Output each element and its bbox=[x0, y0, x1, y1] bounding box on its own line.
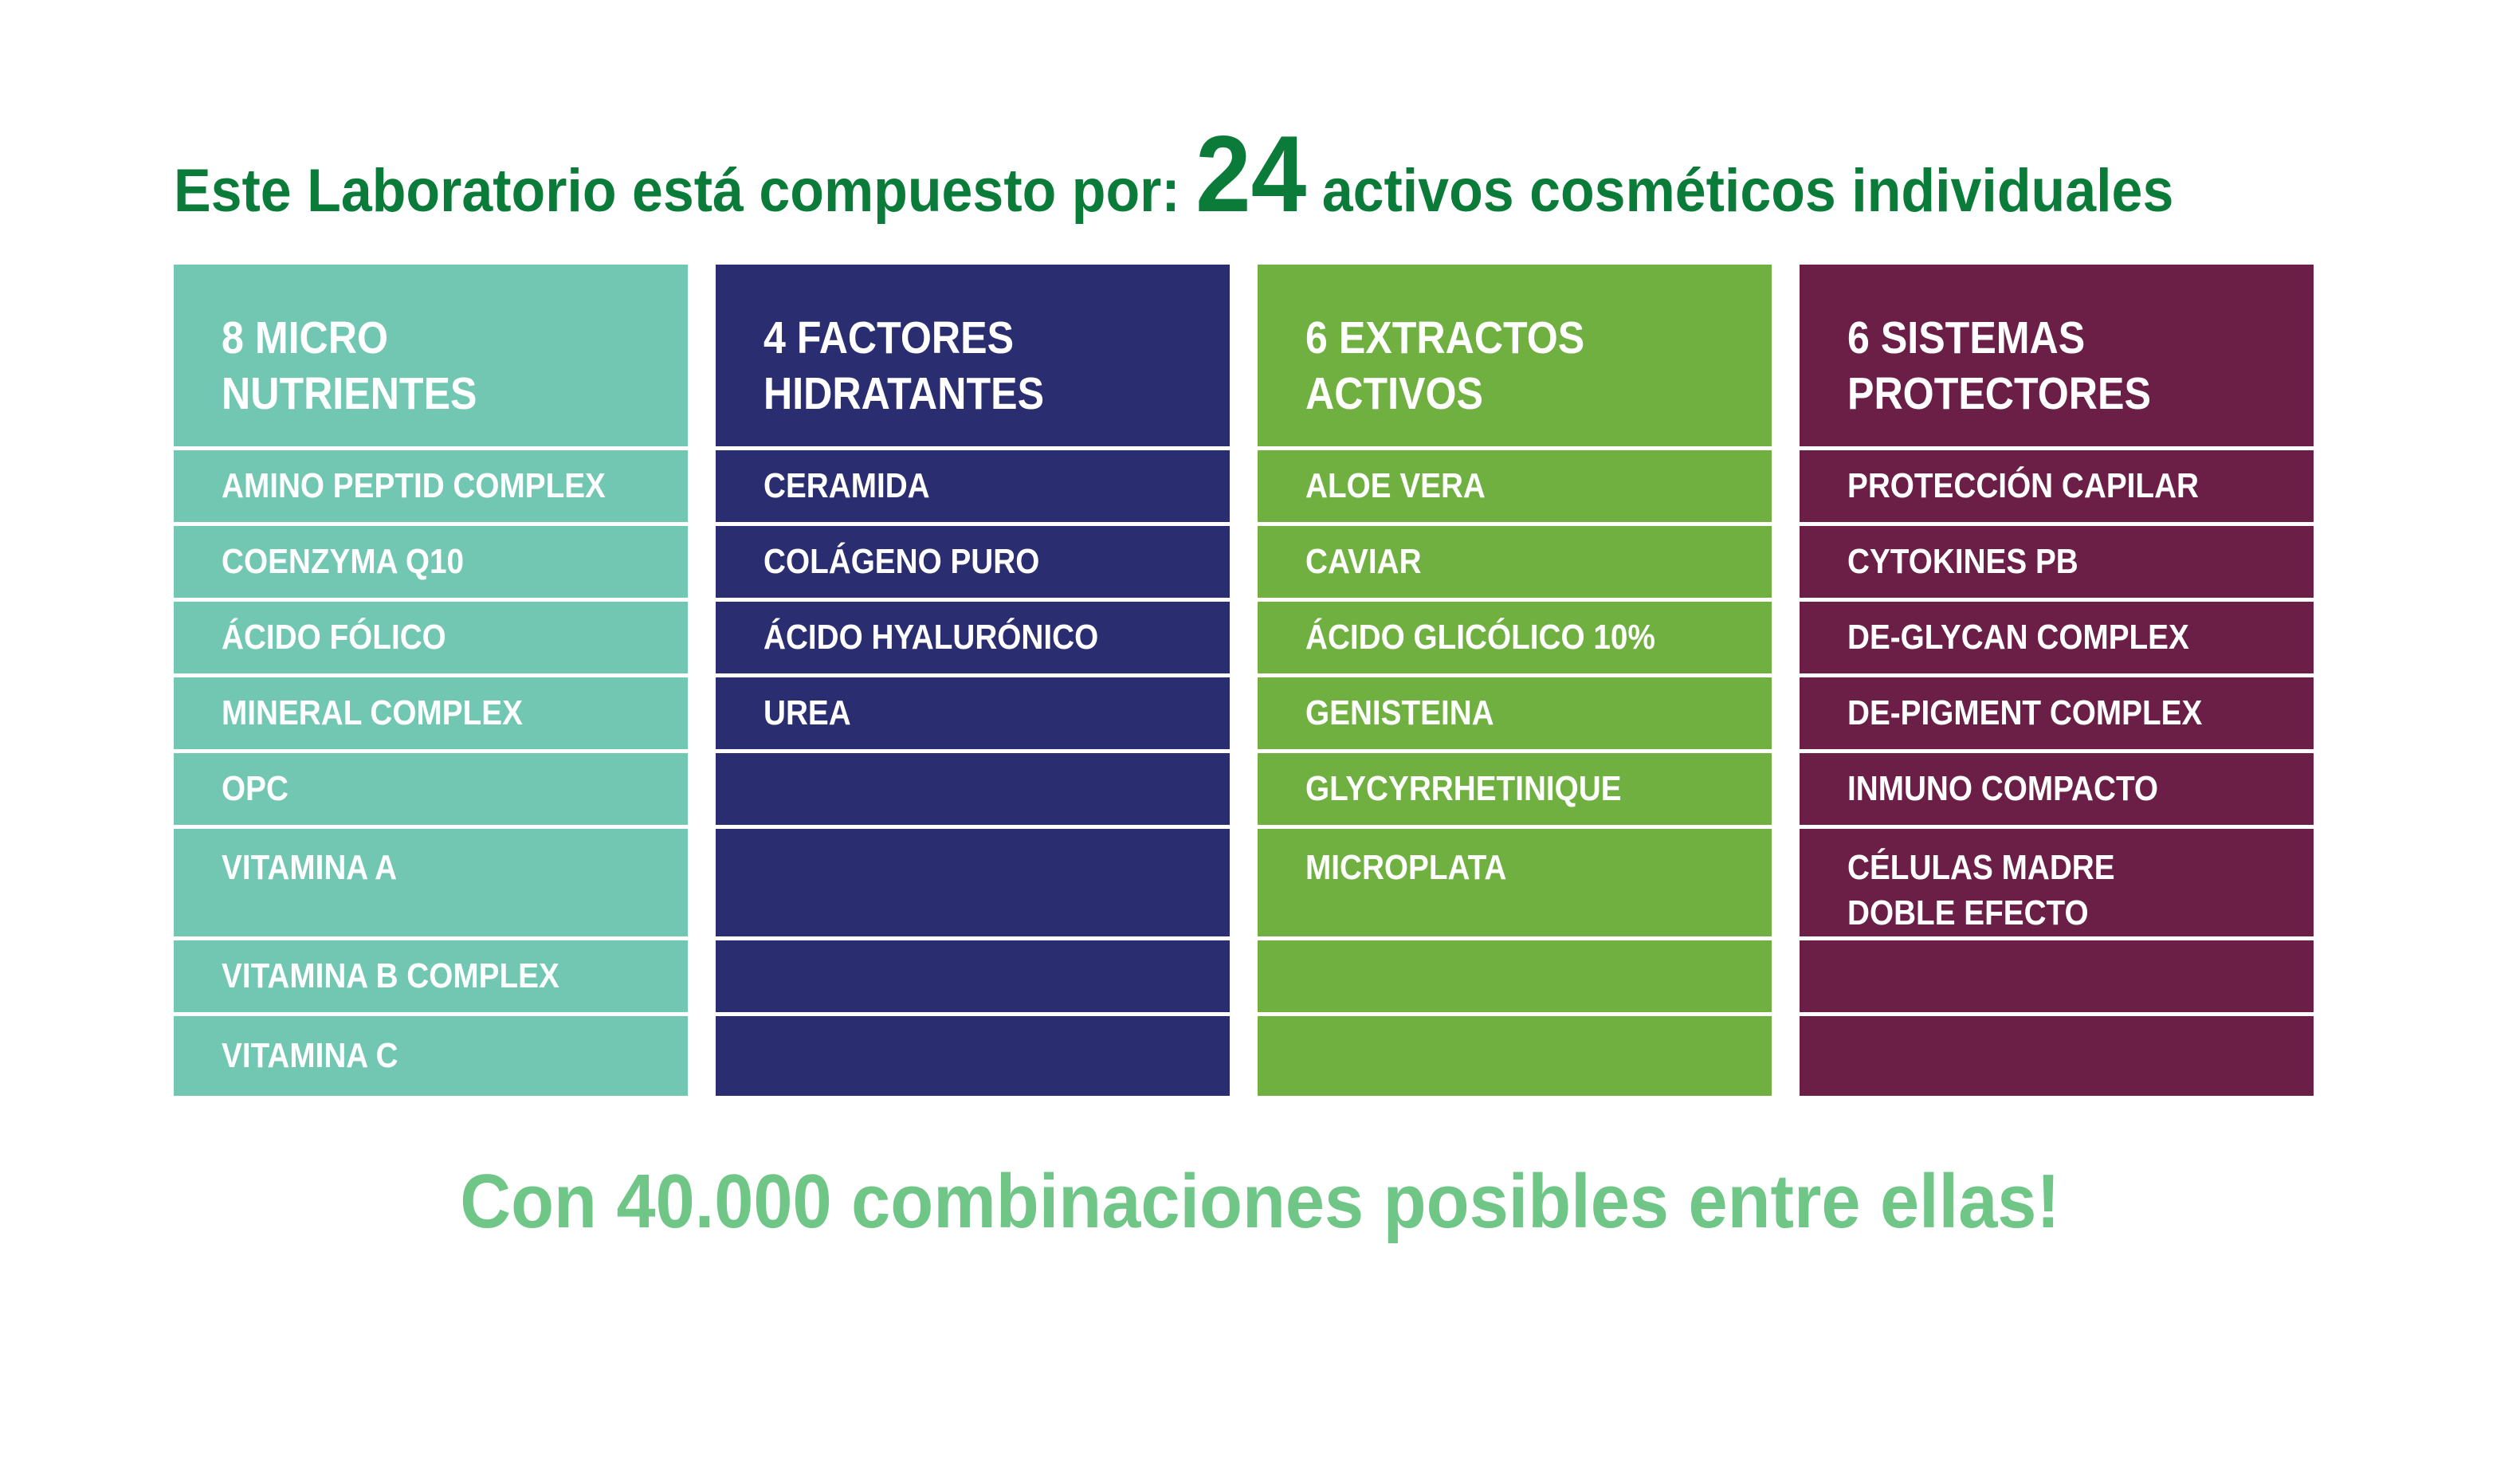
column-extractos-activos: 6 EXTRACTOS ACTIVOS ALOE VERA CAVIAR ÁCIDO … bbox=[1258, 265, 1772, 1096]
item-label: ALOE VERA bbox=[1305, 466, 1486, 506]
item-label: MINERAL COMPLEX bbox=[222, 693, 523, 733]
item-cell: INMUNO COMPACTO bbox=[1800, 753, 2314, 825]
item-cell: ALOE VERA bbox=[1258, 450, 1772, 522]
item-label: MICROPLATA bbox=[1305, 848, 1507, 887]
item-cell: UREA bbox=[716, 677, 1230, 749]
item-label: CÉLULAS MADRE DOBLE EFECTO bbox=[1847, 848, 2115, 933]
item-cell: CYTOKINES PB bbox=[1800, 526, 2314, 598]
column-header-label: 6 SISTEMAS PROTECTORES bbox=[1847, 312, 2151, 419]
column-header-label: 8 MICRO NUTRIENTES bbox=[222, 312, 477, 419]
column-factores-hidratantes: 4 FACTORES HIDRATANTES CERAMIDA COLÁGENO P… bbox=[716, 265, 1230, 1096]
item-label: DE-PIGMENT COMPLEX bbox=[1847, 693, 2203, 733]
item-cell: COLÁGENO PURO bbox=[716, 526, 1230, 598]
item-cell: GENISTEINA bbox=[1258, 677, 1772, 749]
item-label: DE-GLYCAN COMPLEX bbox=[1847, 618, 2189, 657]
footer-tagline: Con 40.000 combinaciones posibles entre … bbox=[0, 1164, 2520, 1240]
empty-cell bbox=[716, 829, 1230, 936]
item-cell: COENZYMA Q10 bbox=[174, 526, 688, 598]
column-header-sistemas-protectores: 6 SISTEMAS PROTECTORES bbox=[1800, 265, 2314, 446]
empty-cell bbox=[716, 1016, 1230, 1096]
item-label: AMINO PEPTID COMPLEX bbox=[222, 466, 606, 506]
column-header-label: 6 EXTRACTOS ACTIVOS bbox=[1305, 312, 1585, 419]
item-label: COLÁGENO PURO bbox=[763, 542, 1040, 582]
item-cell: OPC bbox=[174, 753, 688, 825]
item-label: VITAMINA B COMPLEX bbox=[222, 956, 559, 996]
column-header-label: 4 FACTORES HIDRATANTES bbox=[763, 312, 1045, 419]
item-label: INMUNO COMPACTO bbox=[1847, 769, 2159, 809]
empty-cell bbox=[1258, 940, 1772, 1012]
empty-cell bbox=[1800, 1016, 2314, 1096]
item-cell: VITAMINA B COMPLEX bbox=[174, 940, 688, 1012]
infographic-page: Este Laboratorio está compuesto por: 24 … bbox=[0, 120, 2520, 1240]
item-cell: ÁCIDO FÓLICO bbox=[174, 602, 688, 673]
item-cell: ÁCIDO HYALURÓNICO bbox=[716, 602, 1230, 673]
empty-cell bbox=[1800, 940, 2314, 1012]
item-label: UREA bbox=[763, 693, 851, 733]
title-suffix: activos cosméticos individuales bbox=[1306, 157, 2174, 225]
item-label: GENISTEINA bbox=[1305, 693, 1494, 733]
item-cell: MINERAL COMPLEX bbox=[174, 677, 688, 749]
item-label: PROTECCIÓN CAPILAR bbox=[1847, 466, 2199, 506]
item-label: CERAMIDA bbox=[763, 466, 930, 506]
item-label: CAVIAR bbox=[1305, 542, 1422, 582]
item-cell: MICROPLATA bbox=[1258, 829, 1772, 936]
item-cell: ÁCIDO GLICÓLICO 10% bbox=[1258, 602, 1772, 673]
column-header-factores-hidratantes: 4 FACTORES HIDRATANTES bbox=[716, 265, 1230, 446]
page-title: Este Laboratorio está compuesto por: 24 … bbox=[174, 120, 2520, 228]
empty-cell bbox=[716, 940, 1230, 1012]
item-cell: GLYCYRRHETINIQUE bbox=[1258, 753, 1772, 825]
empty-cell bbox=[1258, 1016, 1772, 1096]
item-cell: CÉLULAS MADRE DOBLE EFECTO bbox=[1800, 829, 2314, 936]
item-cell: CERAMIDA bbox=[716, 450, 1230, 522]
item-cell: VITAMINA C bbox=[174, 1016, 688, 1096]
item-cell: PROTECCIÓN CAPILAR bbox=[1800, 450, 2314, 522]
item-label: GLYCYRRHETINIQUE bbox=[1305, 769, 1622, 809]
item-label: VITAMINA C bbox=[222, 1036, 398, 1076]
item-cell: CAVIAR bbox=[1258, 526, 1772, 598]
title-prefix: Este Laboratorio está compuesto por: bbox=[174, 157, 1196, 225]
item-label: VITAMINA A bbox=[222, 848, 398, 887]
title-number: 24 bbox=[1195, 113, 1307, 234]
column-sistemas-protectores: 6 SISTEMAS PROTECTORES PROTECCIÓN CAPILAR… bbox=[1800, 265, 2314, 1096]
column-header-extractos-activos: 6 EXTRACTOS ACTIVOS bbox=[1258, 265, 1772, 446]
column-micro-nutrientes: 8 MICRO NUTRIENTES AMINO PEPTID COMPLEX CO… bbox=[174, 265, 688, 1096]
item-label: ÁCIDO GLICÓLICO 10% bbox=[1305, 618, 1655, 657]
item-cell: DE-PIGMENT COMPLEX bbox=[1800, 677, 2314, 749]
page-title-text: Este Laboratorio está compuesto por: 24 … bbox=[174, 120, 2173, 228]
item-label: CYTOKINES PB bbox=[1847, 542, 2078, 582]
footer-tagline-text: Con 40.000 combinaciones posibles entre … bbox=[460, 1159, 2060, 1244]
column-header-micro-nutrientes: 8 MICRO NUTRIENTES bbox=[174, 265, 688, 446]
empty-cell bbox=[716, 753, 1230, 825]
item-cell: VITAMINA A bbox=[174, 829, 688, 936]
item-label: ÁCIDO HYALURÓNICO bbox=[763, 618, 1099, 657]
item-cell: AMINO PEPTID COMPLEX bbox=[174, 450, 688, 522]
item-cell: DE-GLYCAN COMPLEX bbox=[1800, 602, 2314, 673]
item-label: COENZYMA Q10 bbox=[222, 542, 465, 582]
item-label: ÁCIDO FÓLICO bbox=[222, 618, 446, 657]
columns-board: 8 MICRO NUTRIENTES AMINO PEPTID COMPLEX CO… bbox=[174, 265, 2520, 1096]
item-label: OPC bbox=[222, 769, 289, 809]
